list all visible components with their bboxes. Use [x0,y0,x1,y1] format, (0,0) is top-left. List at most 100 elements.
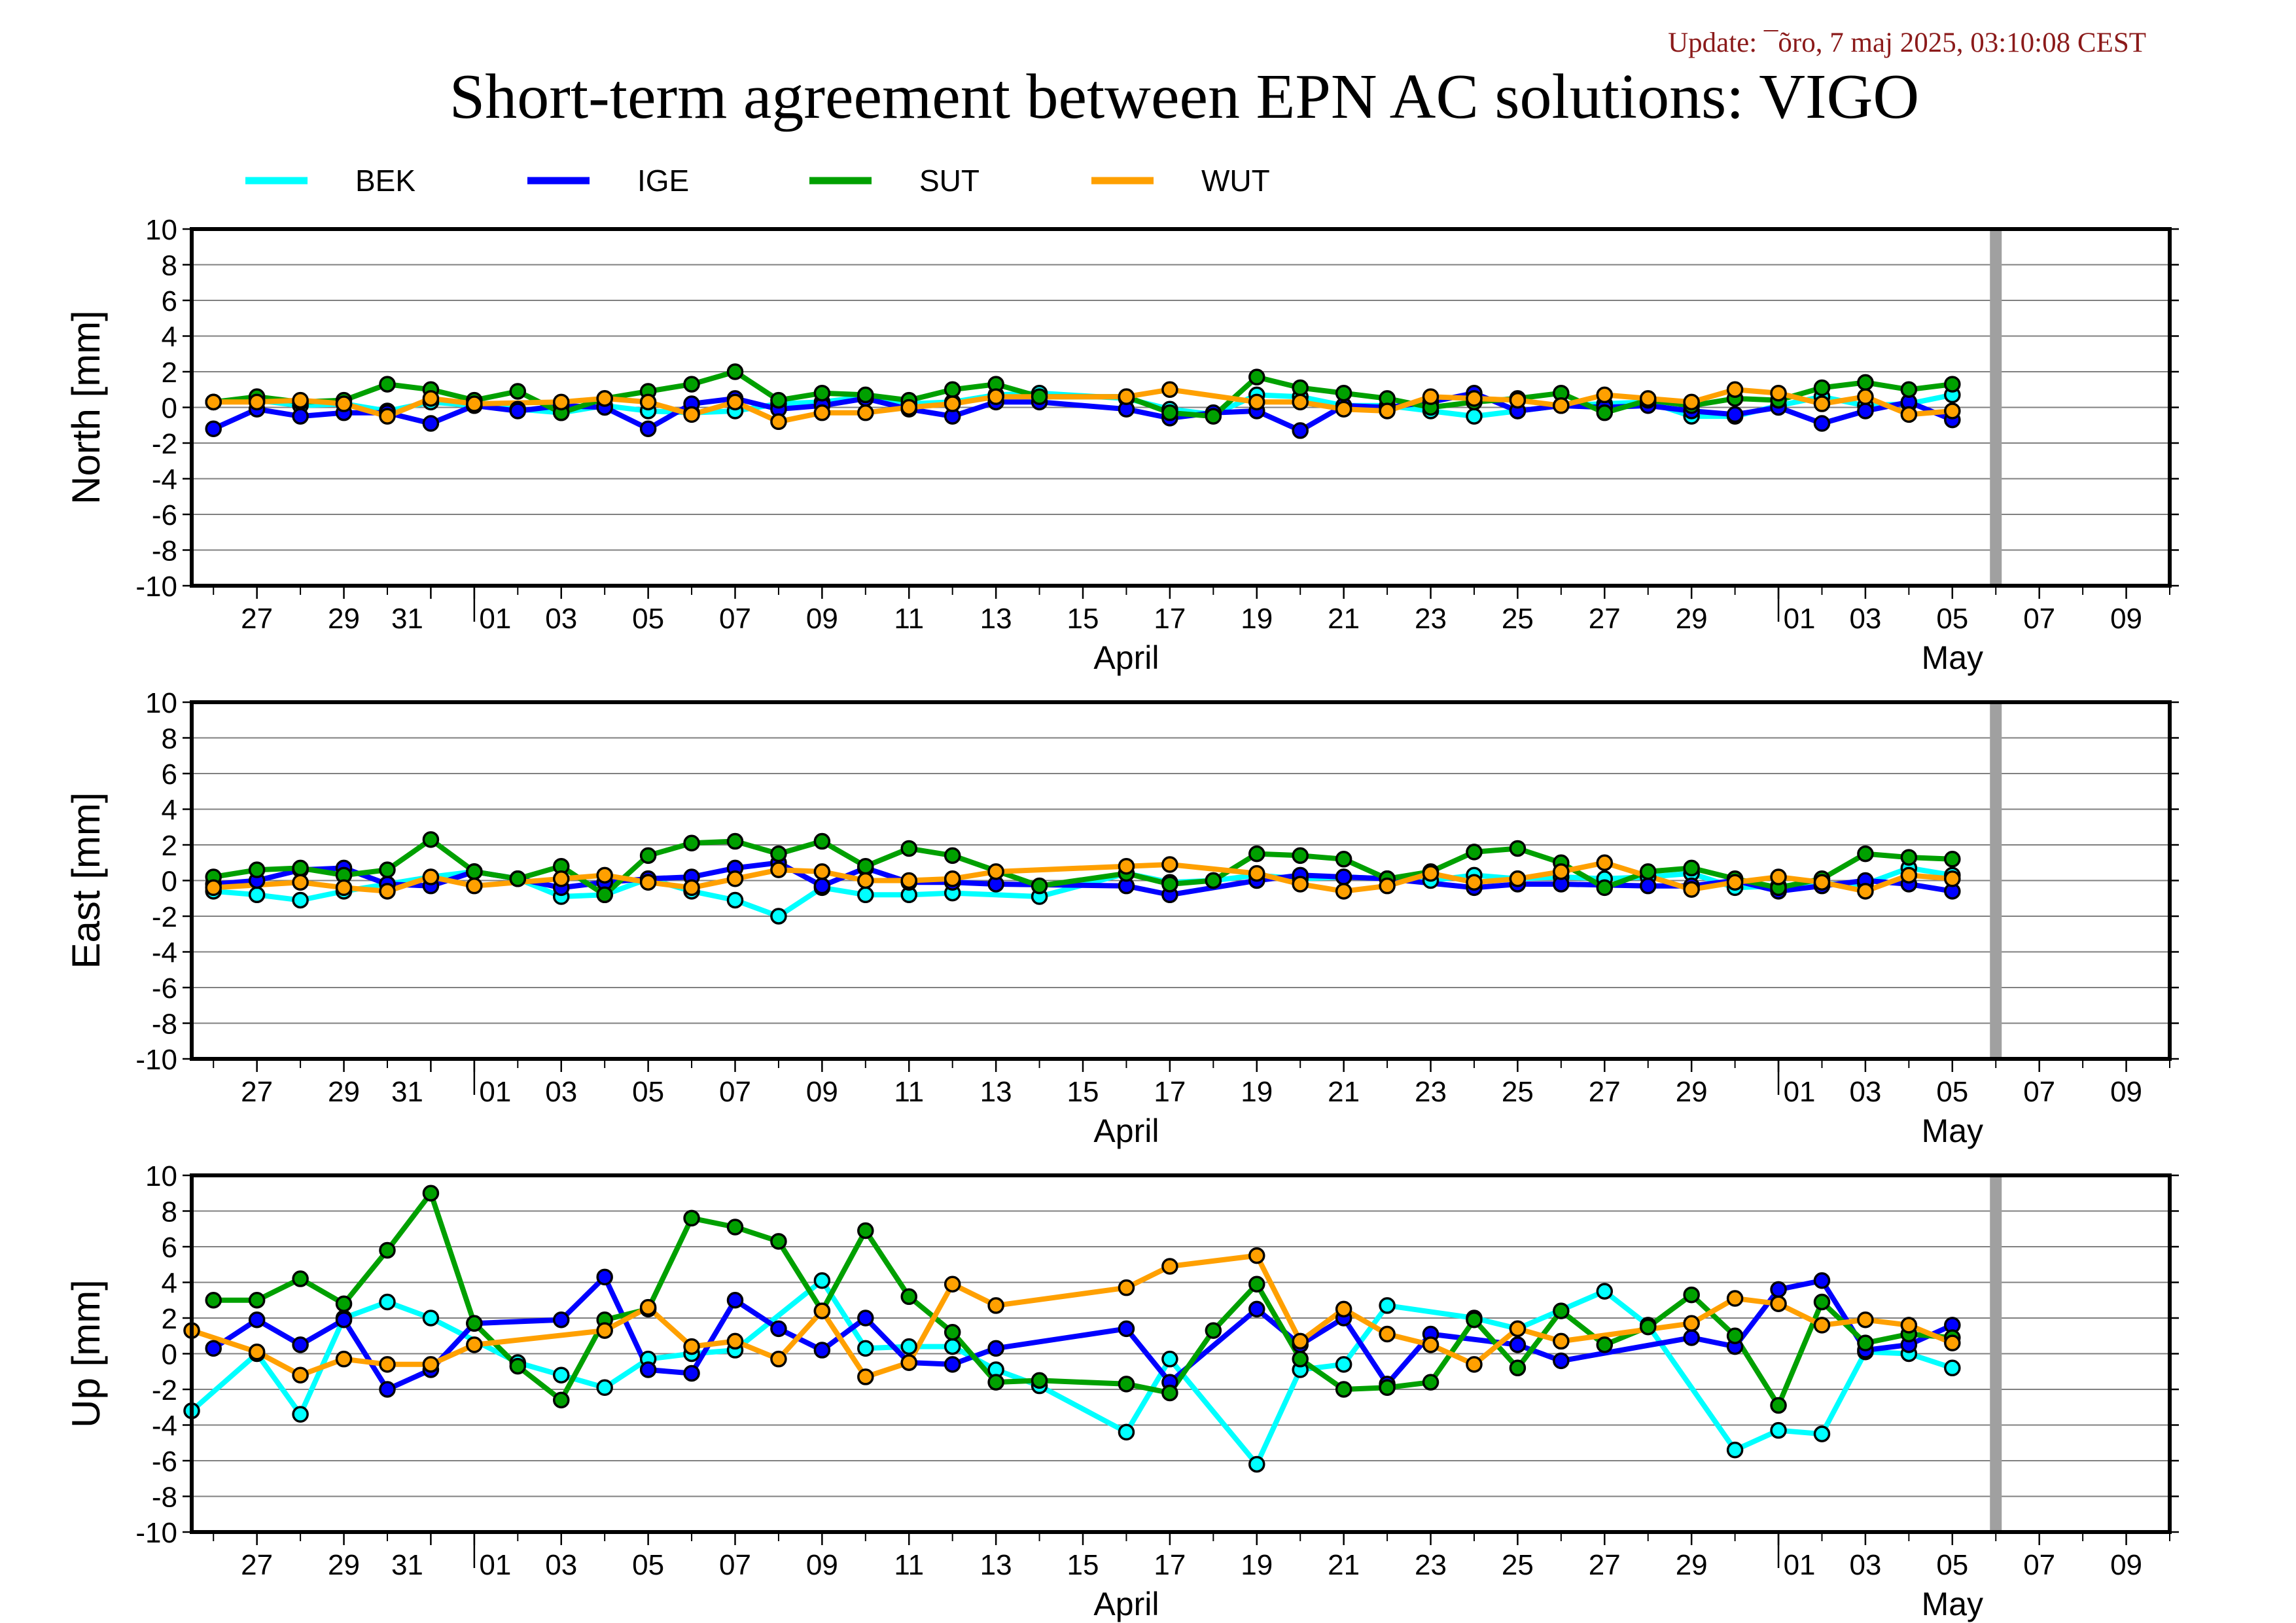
data-point-sut [1292,847,1309,865]
data-point-bek [379,1293,396,1311]
ytick-label: -6 [152,499,177,531]
ytick-label: 6 [162,758,177,791]
data-point-sut [683,834,700,852]
data-point-wut [857,1368,874,1385]
xtick-label: 07 [2023,1549,2055,1581]
xtick-label: 13 [980,1076,1012,1108]
xtick-label: 21 [1328,603,1360,635]
xtick-label: 27 [241,603,273,635]
xtick-label: 29 [328,1549,360,1581]
xtick-label: 23 [1415,1076,1447,1108]
data-point-sut [422,1185,440,1202]
data-point-ige [1335,868,1352,885]
data-point-sut [857,386,874,404]
data-point-sut [1248,1275,1265,1293]
data-point-wut [987,388,1004,405]
data-point-bek [900,1338,918,1355]
xtick-label: 03 [1849,603,1881,635]
xtick-label: 09 [2110,603,2142,635]
data-point-sut [1509,840,1527,857]
data-point-sut [987,1374,1004,1391]
xtick-label: 05 [1936,1076,1968,1108]
data-point-wut [1248,865,1265,882]
data-point-wut [944,870,961,887]
ytick-label: 2 [162,830,177,862]
chart-title: Short-term agreement between EPN AC solu… [450,62,1919,132]
data-point-wut [857,872,874,889]
ytick-label: -8 [152,1482,177,1514]
legend: BEK IGE SUT WUT [245,164,1270,198]
data-point-sut [292,1270,309,1287]
xtick-label: 19 [1241,603,1273,635]
data-point-sut [422,831,440,848]
data-point-sut [944,381,961,398]
data-point-wut [1466,390,1483,407]
data-point-wut [248,1344,266,1361]
xtick-label: 07 [2023,603,2055,635]
data-point-bek [1466,408,1483,425]
data-point-sut [248,1292,266,1309]
data-point-ige [683,1364,700,1382]
data-point-sut [1857,374,1874,391]
data-point-wut [770,413,787,431]
data-point-wut [596,1322,613,1339]
data-point-bek [292,891,309,909]
data-point-wut [1466,1356,1483,1373]
data-point-ige [248,1311,266,1329]
data-point-ige [292,1336,309,1353]
data-point-wut [248,393,266,411]
data-point-wut [1813,874,1831,891]
data-point-sut [944,847,961,865]
data-point-sut [335,1295,353,1312]
data-point-sut [1335,851,1352,868]
data-point-sut [1248,845,1265,863]
data-point-sut [1770,1397,1787,1414]
data-point-ige [205,420,222,437]
xtick-label: 29 [1676,603,1708,635]
panel-up: 10 8 6 42 0-2 -4 -6 -8-10 Up [mm] 27 29 31 01 03 05 07 0… [64,1160,2179,1622]
data-point-wut [1683,1315,1700,1332]
data-point-wut [1422,388,1439,405]
xtick-label: 01 [1784,1076,1816,1108]
ytick-label: 8 [162,1196,177,1228]
data-point-wut [1553,1332,1570,1350]
data-point-sut [1292,379,1309,397]
ytick-label: -10 [135,1044,177,1076]
data-point-ige [639,1361,657,1378]
data-point-wut [596,390,613,407]
data-point-sut [770,391,787,409]
data-point-wut [1161,381,1178,398]
series-line-wut [190,1253,1954,1380]
ytick-label: -8 [152,535,177,567]
data-point-wut [205,879,222,897]
data-point-wut [857,404,874,421]
data-point-wut [422,1356,440,1373]
data-point-wut [1553,397,1570,414]
data-point-bek [813,1272,831,1289]
xtick-label: 13 [980,1549,1012,1581]
data-point-sut [1683,1286,1700,1304]
data-point-wut [292,874,309,891]
data-point-wut [1248,393,1265,411]
data-point-bek [422,1310,440,1327]
xtick-label: 27 [1589,1549,1621,1581]
data-point-wut [726,393,744,411]
xtick-label: 09 [2110,1076,2142,1108]
ytick-label: 2 [162,357,177,389]
data-point-bek [1813,1425,1831,1442]
data-point-wut [466,877,483,895]
xtick-label: 31 [391,1549,423,1581]
data-point-ige [335,1311,353,1329]
ytick-label: 8 [162,723,177,755]
xtick-label: 31 [391,603,423,635]
data-point-wut [379,883,396,900]
today-marker [1990,229,2002,586]
xtick-label: 27 [241,1076,273,1108]
data-point-wut [1161,1258,1178,1275]
data-point-ige [813,1342,831,1359]
data-point-sut [1205,1322,1222,1339]
data-point-sut [1248,368,1265,385]
data-point-sut [1596,879,1614,897]
